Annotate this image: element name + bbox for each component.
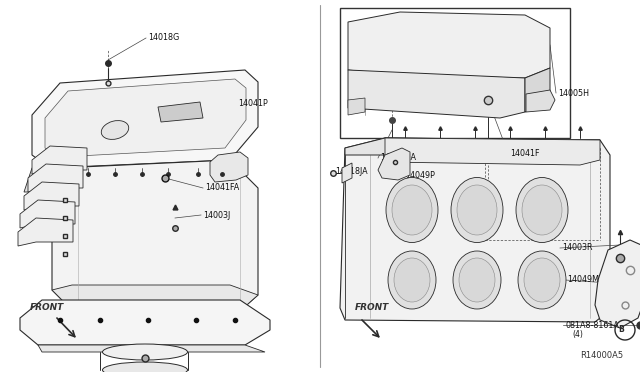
Ellipse shape — [386, 177, 438, 243]
Polygon shape — [38, 345, 265, 352]
Ellipse shape — [518, 251, 566, 309]
Polygon shape — [348, 12, 550, 78]
Ellipse shape — [524, 258, 560, 302]
Text: R14000A5: R14000A5 — [580, 350, 623, 359]
Ellipse shape — [459, 258, 495, 302]
Text: 14049P: 14049P — [405, 171, 435, 180]
Text: (4): (4) — [572, 330, 583, 340]
Text: 14041P: 14041P — [238, 99, 268, 108]
Polygon shape — [595, 240, 640, 328]
Ellipse shape — [392, 185, 432, 235]
Text: 14005H: 14005H — [558, 89, 589, 97]
Ellipse shape — [453, 251, 501, 309]
Polygon shape — [45, 79, 246, 157]
Polygon shape — [526, 90, 555, 112]
Polygon shape — [24, 182, 79, 210]
Polygon shape — [24, 168, 60, 192]
Polygon shape — [20, 200, 75, 228]
Polygon shape — [32, 146, 87, 174]
Text: 14049M: 14049M — [567, 276, 599, 285]
Text: FRONT: FRONT — [355, 304, 389, 312]
Text: 14018JA: 14018JA — [335, 167, 367, 176]
Polygon shape — [52, 285, 258, 318]
Ellipse shape — [457, 185, 497, 235]
Text: 14018BA: 14018BA — [380, 154, 416, 163]
Text: 14003R: 14003R — [562, 244, 593, 253]
Polygon shape — [20, 300, 270, 345]
Text: 081A8-8161A: 081A8-8161A — [565, 321, 619, 330]
Text: 14003J: 14003J — [203, 211, 230, 219]
Text: FRONT: FRONT — [30, 304, 64, 312]
Ellipse shape — [516, 177, 568, 243]
Polygon shape — [158, 102, 203, 122]
Polygon shape — [348, 98, 365, 115]
Polygon shape — [342, 163, 352, 183]
Ellipse shape — [522, 185, 562, 235]
Polygon shape — [340, 138, 610, 322]
Text: 14041FA: 14041FA — [205, 183, 239, 192]
Ellipse shape — [102, 344, 188, 360]
Polygon shape — [348, 70, 525, 118]
Polygon shape — [378, 148, 410, 180]
Polygon shape — [32, 70, 258, 168]
Ellipse shape — [101, 121, 129, 140]
Text: 14041F: 14041F — [510, 148, 540, 157]
Polygon shape — [345, 138, 600, 155]
Ellipse shape — [451, 177, 503, 243]
Polygon shape — [525, 68, 550, 112]
Polygon shape — [28, 164, 83, 192]
Polygon shape — [210, 152, 248, 182]
Polygon shape — [385, 138, 600, 165]
Polygon shape — [18, 218, 73, 246]
Ellipse shape — [102, 362, 188, 372]
Ellipse shape — [388, 251, 436, 309]
Text: B: B — [618, 326, 624, 334]
FancyBboxPatch shape — [340, 8, 570, 138]
Text: 14018G: 14018G — [148, 33, 179, 42]
Polygon shape — [52, 160, 258, 318]
Ellipse shape — [394, 258, 430, 302]
